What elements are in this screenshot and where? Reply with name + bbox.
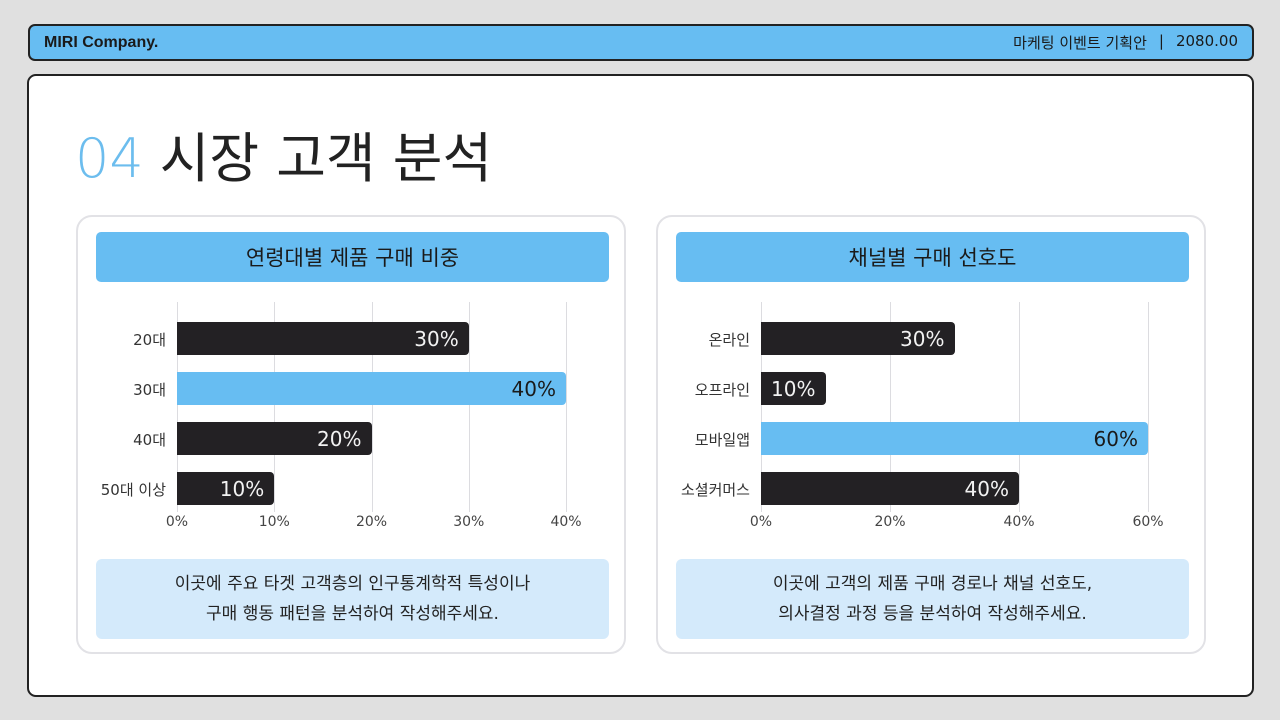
- note-line: 이곳에 고객의 제품 구매 경로나 채널 선호도,: [772, 574, 1093, 594]
- grid-line: [890, 302, 891, 512]
- age-chart-panel: 연령대별 제품 구매 비중 0% 10% 20% 30% 40% 20대 30% 30대 40%…: [76, 215, 626, 654]
- note-line: 이곳에 주요 타겟 고객층의 인구통계학적 특성이나: [174, 574, 531, 594]
- bar-value-label: 30%: [900, 326, 945, 351]
- page-title: 04 시장 고객 분석: [75, 114, 492, 193]
- chart-bar: 40%: [177, 372, 566, 405]
- age-bar-chart: 0% 10% 20% 30% 40% 20대 30% 30대 40% 40대 20% 50대 이상 10…: [78, 302, 624, 532]
- x-tick-label: 40%: [550, 514, 582, 530]
- panel-title: 채널별 구매 선호도: [676, 232, 1189, 282]
- grid-line: [371, 302, 373, 512]
- chart-bar: 30%: [177, 322, 469, 355]
- grid-line: [274, 302, 276, 512]
- bar-value-label: 10%: [219, 476, 265, 501]
- grid-line: [761, 302, 762, 512]
- top-header-bar: MIRI Company. 마케팅 이벤트 기획안 | 2080.00: [28, 24, 1254, 61]
- grid-line: [177, 302, 178, 512]
- x-tick-label: 20%: [355, 514, 388, 530]
- section-number: 04: [75, 127, 144, 190]
- category-label: 모바일앱: [694, 431, 750, 449]
- grid-line: [1019, 302, 1020, 512]
- bar-value-label: 10%: [771, 376, 816, 401]
- note-line: 구매 행동 패턴을 분석하여 작성해주세요.: [206, 604, 499, 624]
- category-label: 40대: [133, 431, 166, 449]
- category-label: 오프라인: [694, 381, 750, 399]
- header-separator: |: [1158, 32, 1164, 50]
- bar-value-label: 40%: [511, 376, 556, 401]
- chart-bar: 10%: [177, 472, 275, 505]
- chart-bar: 60%: [761, 422, 1148, 455]
- x-tick-label: 40%: [1003, 514, 1035, 530]
- bar-value-label: 30%: [414, 326, 459, 351]
- x-tick-label: 0%: [165, 514, 189, 530]
- x-tick-label: 60%: [1132, 514, 1164, 530]
- chart-bar: 20%: [177, 422, 372, 455]
- x-tick-label: 30%: [453, 514, 485, 530]
- chart-bar: 10%: [761, 372, 826, 405]
- category-label: 소셜커머스: [680, 481, 750, 499]
- grid-line: [566, 302, 567, 512]
- header-meta: 마케팅 이벤트 기획안 | 2080.00: [1013, 32, 1238, 53]
- document-title: 마케팅 이벤트 기획안: [1013, 34, 1147, 52]
- bar-value-label: 20%: [317, 426, 362, 451]
- category-label: 50대 이상: [100, 481, 166, 499]
- category-label: 20대: [133, 331, 166, 349]
- header-year: 2080.00: [1175, 32, 1238, 50]
- category-label: 30대: [133, 381, 166, 399]
- x-tick-label: 0%: [749, 514, 773, 530]
- channel-bar-chart: 0% 20% 40% 60% 온라인 30% 오프라인 10% 모바일앱 60% 소셜커머스 40%: [658, 302, 1204, 532]
- bar-value-label: 40%: [964, 476, 1009, 501]
- grid-line: [468, 302, 470, 512]
- chart-bar: 30%: [761, 322, 955, 355]
- x-tick-label: 20%: [874, 514, 906, 530]
- panel-title: 연령대별 제품 구매 비중: [96, 232, 609, 282]
- x-tick-label: 10%: [258, 514, 290, 530]
- category-label: 온라인: [708, 331, 750, 349]
- panel-note: 이곳에 고객의 제품 구매 경로나 채널 선호도, 의사결정 과정 등을 분석하…: [676, 559, 1189, 639]
- grid-line: [1148, 302, 1149, 512]
- note-line: 의사결정 과정 등을 분석하여 작성해주세요.: [778, 604, 1087, 624]
- chart-bar: 40%: [761, 472, 1019, 505]
- brand-name: MIRI Company.: [44, 33, 159, 51]
- section-title: 시장 고객 분석: [159, 127, 493, 190]
- panel-note: 이곳에 주요 타겟 고객층의 인구통계학적 특성이나 구매 행동 패턴을 분석하…: [96, 559, 609, 639]
- slide-content: 04 시장 고객 분석 연령대별 제품 구매 비중 0% 10% 20% 30% 40%…: [27, 74, 1254, 697]
- channel-chart-panel: 채널별 구매 선호도 0% 20% 40% 60% 온라인 30% 오프라인 10% 모바일앱 6…: [656, 215, 1206, 654]
- bar-value-label: 60%: [1093, 426, 1138, 451]
